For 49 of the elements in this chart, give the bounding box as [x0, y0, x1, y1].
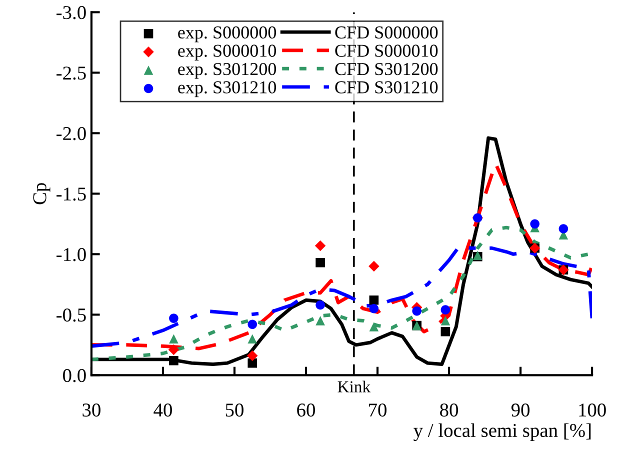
legend-label: CFD S301200 — [335, 62, 438, 76]
point — [369, 304, 379, 314]
point — [369, 322, 379, 332]
y-tick-label: -1.0 — [56, 248, 86, 262]
y-tick-label: -1.5 — [56, 188, 86, 201]
line-series — [91, 244, 592, 348]
point — [168, 344, 180, 356]
y-tick-label: -0.5 — [56, 308, 86, 322]
point — [169, 314, 178, 323]
x-tick-label: 90 — [511, 404, 530, 417]
x-tick-label: 30 — [82, 404, 100, 417]
point — [248, 320, 258, 330]
legend-label: CFD S301210 — [335, 81, 438, 94]
x-axis-title: y / local semi span [%] — [414, 423, 591, 442]
y-tick-label: -3.0 — [56, 6, 86, 20]
point — [440, 316, 450, 326]
point — [440, 326, 450, 336]
legend-label: exp. S000010 — [178, 44, 276, 61]
x-tick-label: 100 — [579, 404, 606, 417]
y-tick-label: 0.0 — [63, 368, 86, 382]
point — [169, 334, 178, 344]
point — [530, 219, 540, 229]
point — [558, 224, 568, 234]
legend-label: CFD S000010 — [335, 44, 438, 57]
point — [248, 334, 258, 344]
x-tick-label: 60 — [297, 404, 315, 417]
point — [316, 316, 325, 326]
point — [368, 260, 380, 272]
point — [169, 356, 178, 366]
point — [314, 240, 326, 252]
point — [316, 258, 325, 268]
ref-line-label: Kink — [338, 380, 371, 392]
legend-label: exp. S000000 — [178, 26, 276, 42]
point — [248, 358, 258, 368]
legend-label: exp. S301200 — [178, 62, 276, 79]
y-tick-label: -2.0 — [56, 127, 86, 140]
legend-label: exp. S301210 — [178, 81, 276, 98]
x-tick-label: 40 — [154, 404, 172, 417]
x-tick-label: 50 — [226, 404, 244, 417]
point — [316, 300, 325, 310]
x-tick-label: 70 — [369, 404, 386, 417]
y-tick-label: -2.5 — [56, 66, 86, 80]
point — [440, 305, 450, 314]
legend-label: CFD S000000 — [335, 26, 438, 39]
x-tick-label: 80 — [440, 404, 458, 417]
point — [412, 306, 422, 316]
point — [246, 350, 258, 362]
point — [369, 295, 379, 305]
y-axis-title: Cp — [33, 183, 50, 204]
